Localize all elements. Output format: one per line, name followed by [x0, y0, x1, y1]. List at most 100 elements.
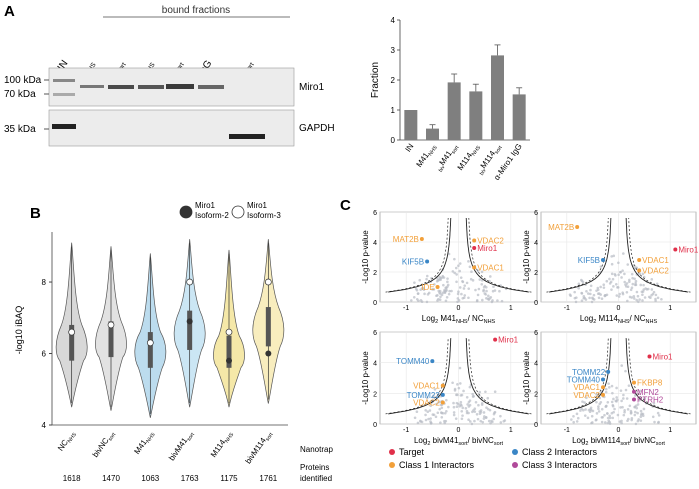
volcano-bg-point-3-33 [598, 396, 602, 400]
volcano-bg-point-0-97 [410, 299, 413, 302]
volcano-bg-point-3-20 [657, 414, 661, 417]
bar-0 [404, 110, 418, 140]
violin-legend-line1-0: Miro1 [195, 201, 216, 210]
volcano-bg-point-1-70 [650, 293, 653, 297]
volcano-bg-point-3-25 [580, 407, 583, 411]
volcano-bg-point-3-14 [600, 407, 604, 411]
volcano-bg-point-0-52 [437, 289, 441, 293]
volcano-bg-point-3-124 [610, 400, 614, 404]
volcano-xtick-0-1: 0 [457, 305, 461, 312]
panel-label-b: B [30, 205, 41, 222]
volcano-bg-point-0-69 [446, 283, 450, 287]
volcano-bg-point-3-86 [607, 386, 611, 389]
volcano-bg-point-1-132 [582, 295, 586, 298]
band-bivm114 [166, 84, 194, 89]
violin-box-3 [187, 310, 193, 350]
violin-box-1 [108, 321, 114, 358]
volcano-bg-point-1-41 [612, 285, 615, 288]
volcano-bg-point-0-128 [439, 295, 442, 299]
volcano-bg-point-2-116 [477, 403, 480, 407]
volcano-bg-point-2-6 [466, 403, 469, 406]
bar-2 [447, 82, 461, 140]
volcano-bg-point-0-115 [470, 270, 473, 274]
volcano-bg-point-3-64 [575, 412, 579, 416]
volcano-bg-point-1-92 [574, 300, 578, 304]
volcano-bg-point-3-94 [629, 411, 633, 414]
volcano-bg-point-2-81 [456, 383, 459, 386]
volcano-bg-point-3-113 [597, 405, 600, 408]
volcano-bg-point-2-88 [478, 410, 482, 413]
volcano-bg-point-3-12 [652, 401, 656, 405]
volcano-bg-point-2-4 [484, 390, 487, 394]
volcano-bg-point-1-86 [612, 254, 616, 258]
volcano-bg-point-3-139 [622, 393, 625, 397]
volcano-bg-point-1-37 [642, 283, 645, 287]
volcano-bg-point-1-125 [654, 299, 657, 303]
volcano-bg-point-0-11 [412, 295, 416, 299]
violin-ylabel: -log10 iBAQ [14, 306, 24, 355]
volcano-bg-point-2-76 [447, 405, 450, 409]
violin-box-5 [265, 307, 271, 347]
volcano-bg-point-3-114 [626, 408, 630, 411]
violin-box-0 [69, 324, 75, 361]
volcano-bg-point-0-32 [456, 292, 460, 296]
violin-isoform3-1 [107, 321, 115, 329]
bar-ylabel: Fraction [370, 62, 381, 98]
volcano-bg-point-0-60 [480, 270, 484, 274]
volcano-bg-point-3-24 [572, 414, 575, 418]
volcano-bg-point-2-31 [487, 419, 491, 423]
volcano-bg-point-0-134 [431, 288, 434, 291]
volcano-bg-point-2-131 [440, 416, 444, 419]
volcano-bg-point-3-93 [620, 399, 623, 403]
mw-35: 35 kDa [4, 124, 36, 135]
volcano-legend-label-2: Class 2 Interactors [522, 447, 598, 457]
volcano-bg-point-1-74 [633, 277, 636, 281]
blot-label-miro1: Miro1 [299, 82, 324, 93]
volcano-bg-point-2-78 [455, 405, 459, 409]
violin-isoform3-0 [68, 328, 76, 336]
volcano-bg-point-2-103 [429, 421, 433, 425]
volcano-bg-point-3-51 [585, 396, 588, 400]
volcano-bg-point-2-59 [486, 396, 490, 400]
volcano-xtick-1-0: -1 [564, 305, 570, 312]
volcano-bg-point-0-121 [420, 300, 424, 304]
volcano-xtick-1-1: 0 [617, 305, 621, 312]
volcano-bg-point-3-97 [633, 410, 637, 414]
volcano-bg-point-3-71 [633, 413, 637, 417]
volcano-bg-point-0-35 [489, 275, 492, 278]
volcano-ytick-1-0: 0 [534, 300, 538, 307]
volcano-bg-point-3-95 [657, 420, 660, 424]
volcano-xtick-3-1: 0 [617, 427, 621, 434]
volcano-bg-point-3-101 [608, 414, 611, 418]
band-gapdh-in [52, 124, 76, 129]
volcano-bg-point-1-108 [610, 255, 613, 258]
volcano-bg-point-2-77 [472, 394, 475, 398]
bar-xlabel-3: M114NHS [456, 142, 483, 174]
volcano-threshold-left-1 [549, 217, 612, 293]
volcano-bg-point-2-106 [488, 408, 492, 412]
volcano-bg-point-1-14 [635, 290, 639, 294]
volcano-bg-point-0-53 [440, 293, 444, 297]
volcano-bg-point-1-43 [623, 272, 626, 276]
volcano-bg-point-2-101 [436, 411, 440, 415]
volcano-bg-point-3-30 [611, 416, 615, 420]
violin-legend-marker-0 [179, 205, 193, 219]
volcano-threshold-right-dashed-2 [468, 338, 532, 415]
volcano-legend-marker-0 [389, 449, 395, 455]
volcano-bg-point-1-85 [573, 290, 576, 294]
volcano-bg-point-3-115 [581, 408, 585, 412]
bar-xlabel-1: M41NHS [415, 142, 440, 170]
volcano-bg-point-1-26 [615, 294, 619, 297]
volcano-bg-point-3-89 [595, 400, 598, 404]
volcano-bg-point-0-108 [433, 283, 436, 286]
volcano-bg-point-3-52 [608, 422, 612, 425]
volcano-bg-point-1-107 [608, 277, 611, 281]
volcano-ytick-1-2: 4 [534, 240, 538, 247]
volcano-bg-point-1-131 [597, 296, 601, 300]
volcano-legend-marker-1 [389, 462, 395, 468]
volcano-bg-point-3-54 [643, 396, 646, 400]
volcano-bg-point-2-135 [467, 411, 470, 415]
volcano-bg-point-0-94 [453, 271, 456, 275]
volcano-bg-point-0-22 [447, 252, 451, 256]
volcano-xtick-0-0: -1 [403, 305, 409, 312]
